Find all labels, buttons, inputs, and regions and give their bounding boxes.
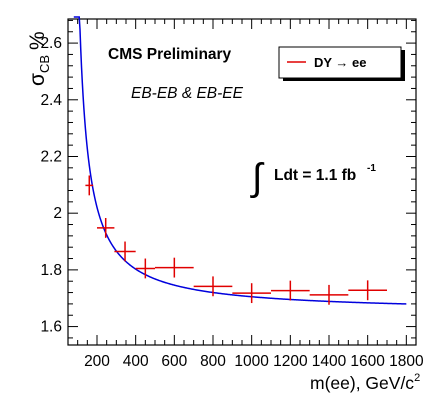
x-tick-label: 1400 — [312, 353, 347, 370]
fit-curve — [73, 16, 407, 305]
x-tick-label: 800 — [200, 353, 226, 370]
chart-header: CMS Preliminary — [108, 46, 232, 63]
data-point — [114, 241, 136, 262]
x-tick-label: 600 — [161, 353, 187, 370]
data-point — [271, 280, 310, 301]
legend: DY → ee — [278, 46, 405, 81]
data-point — [232, 283, 271, 304]
x-axis-title-text: m(ee), GeV/c2 — [310, 372, 420, 393]
y-tick-label: 2.6 — [40, 35, 62, 52]
y-tick-label: 2 — [53, 205, 62, 222]
data-point — [85, 175, 94, 196]
y-axis-title: σCB% — [26, 31, 52, 86]
axis-ticks: 200 400 600 800 1000 1200 1400 1600 1800 1.6 1.8 2 2… — [40, 19, 424, 370]
x-tick-label: 1200 — [273, 353, 308, 370]
y-tick-label: 1.8 — [40, 262, 62, 279]
luminosity-exponent: -1 — [367, 163, 376, 174]
data-point — [135, 258, 155, 279]
x-tick-label: 1600 — [350, 353, 385, 370]
legend-label: DY → ee — [314, 55, 367, 70]
data-point — [309, 284, 349, 305]
x-axis-title: m(ee), GeV/c2 — [310, 372, 420, 393]
x-tick-label: 1000 — [234, 353, 269, 370]
data-point — [193, 276, 233, 297]
luminosity-label: ∫ Ldt = 1.1 fb -1 — [250, 157, 376, 199]
integral-sign: ∫ — [250, 157, 265, 199]
y-tick-label: 2.2 — [40, 148, 62, 165]
luminosity-text: Ldt = 1.1 fb — [274, 167, 356, 184]
fit-line — [73, 16, 407, 305]
y-tick-label: 1.6 — [40, 319, 62, 336]
x-tick-label: 400 — [123, 353, 149, 370]
data-point — [155, 257, 194, 278]
chart-subheader: EB-EB & EB-EE — [131, 85, 244, 102]
y-axis-title-text: σCB% — [26, 31, 52, 86]
y-tick-label: 2.4 — [40, 92, 62, 109]
data-point — [348, 280, 387, 301]
x-tick-label: 200 — [84, 353, 110, 370]
data-points — [85, 175, 387, 305]
data-point — [97, 218, 115, 238]
x-tick-label: 1800 — [389, 353, 424, 370]
